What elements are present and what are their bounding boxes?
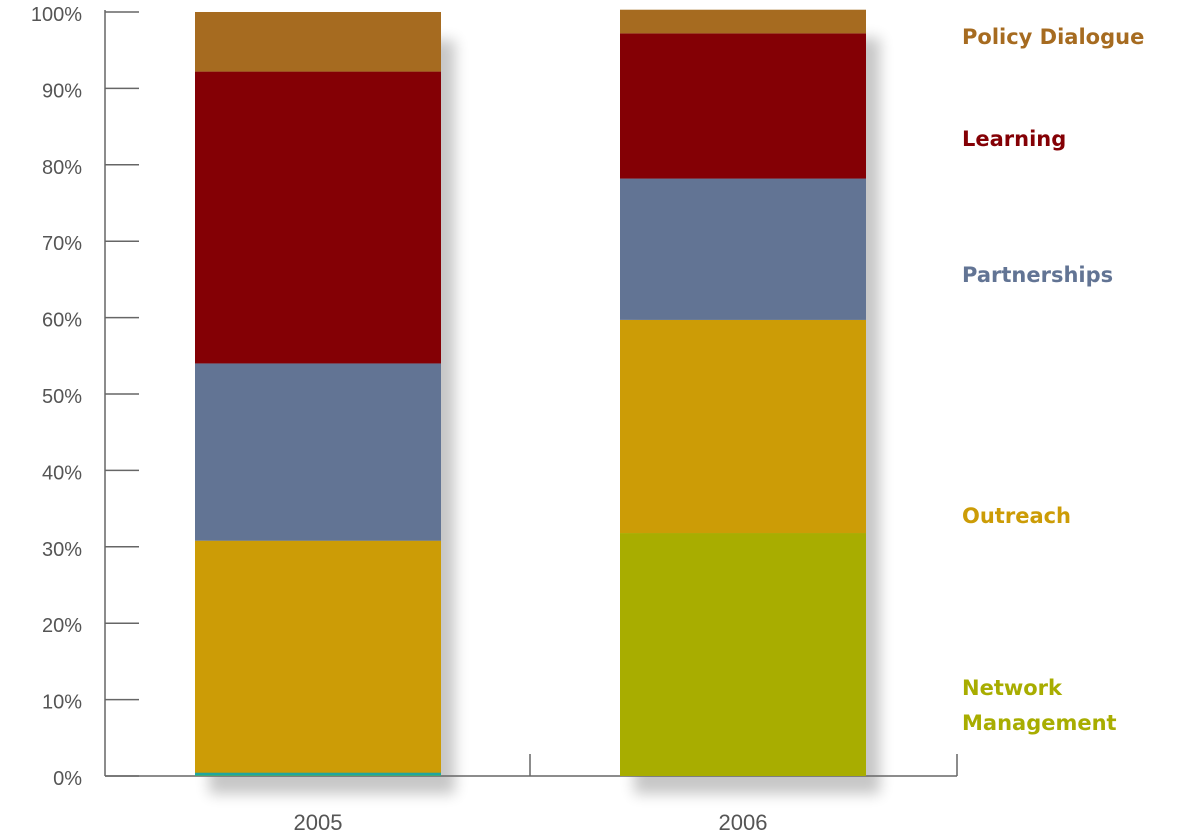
- bar-segment-outreach-2005: [195, 540, 441, 774]
- y-tick-label: 30%: [42, 539, 82, 561]
- bar-segment-outreach-2006: [620, 319, 866, 534]
- legend-label-learning: Learning: [962, 127, 1066, 151]
- x-category-label: 2005: [294, 810, 343, 835]
- bar-segment-learning-2006: [620, 33, 866, 179]
- legend-label-outreach: Outreach: [962, 504, 1071, 528]
- y-tick-label: 100%: [31, 4, 82, 26]
- bar-baseline-sliver-2005: [195, 772, 441, 776]
- y-tick-label: 60%: [42, 310, 82, 332]
- y-tick-label: 20%: [42, 615, 82, 637]
- bars: [195, 9, 866, 776]
- y-tick-label: 10%: [42, 692, 82, 714]
- y-tick-label: 80%: [42, 157, 82, 179]
- legend-label-partnerships: Partnerships: [962, 263, 1113, 287]
- legend-label-policy-dialogue: Policy Dialogue: [962, 25, 1144, 49]
- legend: Network Management Outreach Partnerships Lea…: [962, 25, 1144, 735]
- bar-segment-policy-dialogue-2006: [620, 9, 866, 34]
- bar-segment-partnerships-2006: [620, 178, 866, 320]
- bar-segment-network-management-2006: [620, 533, 866, 776]
- bar-segment-policy-dialogue-2005: [195, 12, 441, 72]
- x-category-label: 2006: [719, 810, 768, 835]
- y-tick-label: 0%: [53, 768, 82, 790]
- y-tick-label: 70%: [42, 233, 82, 255]
- y-tick-labels: 0% 10% 20% 30% 40% 50% 60% 70% 80% 90% 100%: [31, 4, 82, 790]
- bar-segment-partnerships-2005: [195, 363, 441, 541]
- y-tick-label: 90%: [42, 80, 82, 102]
- x-category-labels: 2005 2006: [294, 810, 768, 835]
- bar-segment-learning-2005: [195, 71, 441, 364]
- legend-label-network-management: Network Management: [962, 676, 1117, 735]
- y-tick-label: 40%: [42, 462, 82, 484]
- y-tick-label: 50%: [42, 386, 82, 408]
